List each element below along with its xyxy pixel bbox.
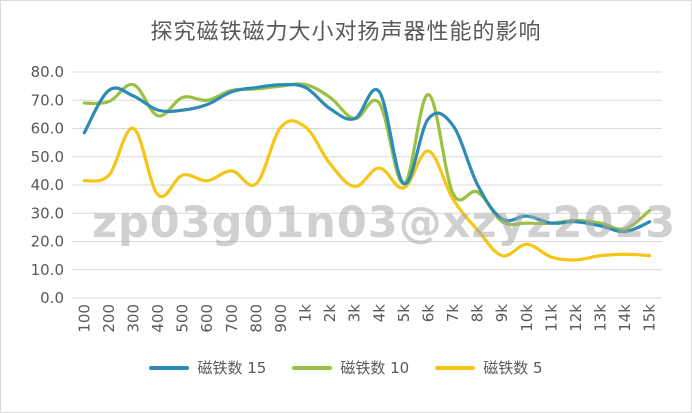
watermark: zp03g01n03@xzyz2023 <box>92 198 677 248</box>
x-tick-label: 600 <box>198 304 216 333</box>
series-line-磁铁数-15 <box>82 82 652 234</box>
y-tick-label: 20.0 <box>31 233 64 251</box>
x-tick-label: 3k <box>346 304 364 323</box>
y-tick-label: 60.0 <box>31 120 64 138</box>
x-tick-label: 100 <box>75 304 93 333</box>
y-tick-label: 40.0 <box>31 176 64 194</box>
x-tick-label: 700 <box>223 304 241 333</box>
y-tick-label: 70.0 <box>31 91 64 109</box>
x-tick-label: 500 <box>174 304 192 333</box>
legend-swatch-5 <box>435 365 476 370</box>
legend: 磁铁数 15 磁铁数 10 磁铁数 5 <box>0 357 692 378</box>
x-tick-label: 6k <box>419 304 437 323</box>
x-tick-label: 13k <box>592 304 610 332</box>
chart-title: 探究磁铁磁力大小对扬声器性能的影响 <box>150 20 542 45</box>
y-tick-label: 10.0 <box>31 261 64 279</box>
x-tick-label: 7k <box>444 304 462 323</box>
legend-label-10: 磁铁数 10 <box>340 359 410 377</box>
x-tick-label: 900 <box>272 304 290 333</box>
x-tick-label: 800 <box>247 304 265 333</box>
x-tick-label: 15k <box>641 304 659 332</box>
x-tick-label: 12k <box>567 304 585 332</box>
legend-item-5: 磁铁数 5 <box>435 357 543 378</box>
x-tick-label: 8k <box>469 304 487 323</box>
y-tick-label: 80.0 <box>31 63 64 81</box>
legend-item-10: 磁铁数 10 <box>292 357 409 378</box>
series-line-磁铁数-5 <box>82 119 652 262</box>
x-tick-label: 11k <box>542 304 560 332</box>
x-tick-label: 14k <box>616 304 634 332</box>
x-tick-label: 5k <box>395 304 413 323</box>
x-tick-label: 10k <box>518 304 536 332</box>
y-tick-label: 50.0 <box>31 148 64 166</box>
x-tick-label: 1k <box>297 304 315 323</box>
x-tick-label: 400 <box>149 304 167 333</box>
legend-label-5: 磁铁数 5 <box>483 359 543 377</box>
y-tick-label: 30.0 <box>31 204 64 222</box>
legend-item-15: 磁铁数 15 <box>149 357 266 378</box>
legend-swatch-10 <box>292 365 333 370</box>
x-tick-label: 300 <box>124 304 142 333</box>
x-tick-label: 2k <box>321 304 339 323</box>
legend-label-15: 磁铁数 15 <box>197 359 267 377</box>
y-tick-label: 0.0 <box>40 289 64 307</box>
legend-swatch-15 <box>149 365 190 370</box>
x-tick-label: 4k <box>370 304 388 323</box>
x-tick-label: 200 <box>100 304 118 333</box>
x-tick-label: 9k <box>493 304 511 323</box>
